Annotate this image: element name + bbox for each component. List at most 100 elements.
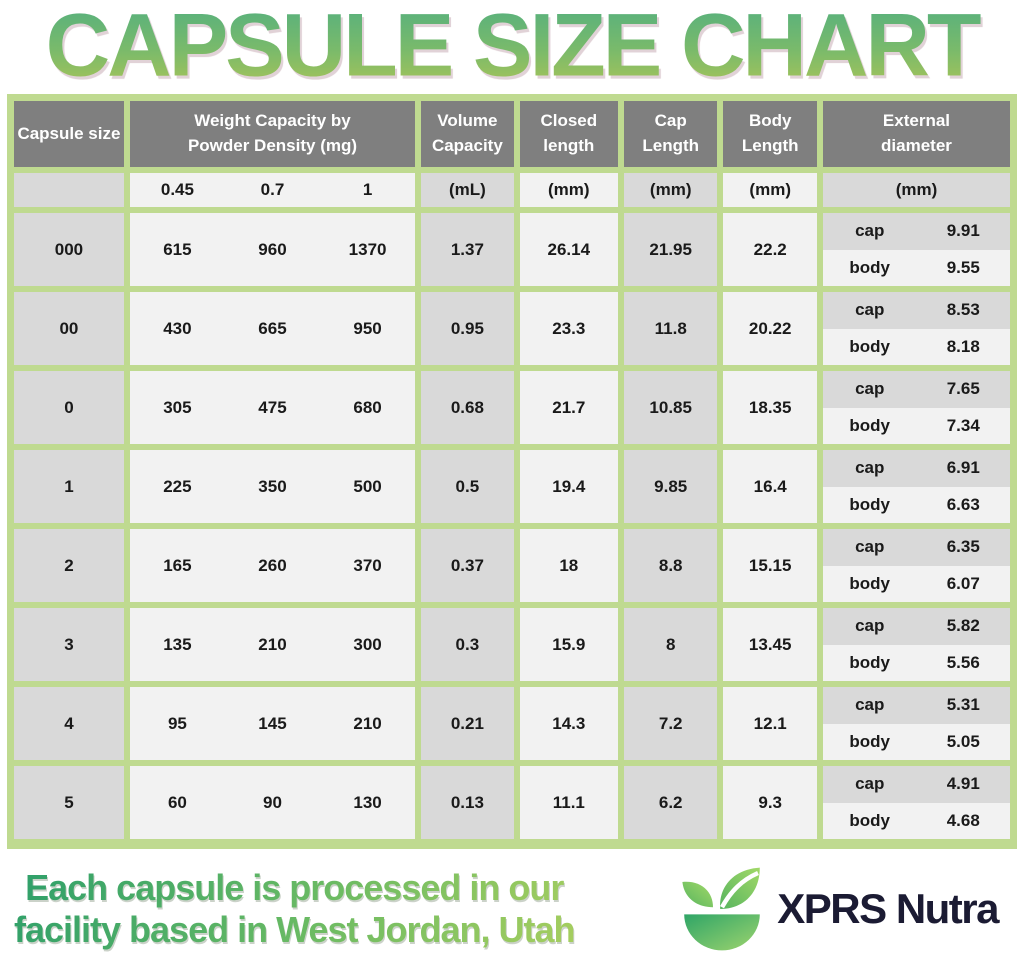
external-diameter-cell: cap 4.91 body 4.68 xyxy=(822,766,1010,839)
units-density-cell: 0.45 0.7 1 xyxy=(129,173,416,207)
body-diameter: 5.05 xyxy=(946,731,980,751)
closed-length-cell: 26.14 xyxy=(519,213,618,286)
brand-name: XPRS Nutra xyxy=(777,885,999,932)
weight-value: 225 xyxy=(163,476,192,496)
weight-capacity-cell: 135 210 300 xyxy=(129,608,416,681)
body-label: body xyxy=(849,652,891,672)
external-cap-row: cap 5.31 xyxy=(822,687,1010,724)
external-cap-row: cap 6.91 xyxy=(822,450,1010,487)
table-row: 000 615 960 1370 1.37 26.14 21.95 22.2 c… xyxy=(14,213,1010,286)
page-title: CAPSULE SIZE CHART xyxy=(0,0,1024,95)
body-diameter: 4.68 xyxy=(946,810,980,830)
table-row: 3 135 210 300 0.3 15.9 8 13.45 cap 5.82 … xyxy=(14,608,1010,681)
table-row: 4 95 145 210 0.21 14.3 7.2 12.1 cap 5.31… xyxy=(14,687,1010,760)
capsule-size-cell: 2 xyxy=(14,529,124,602)
external-body-row: body 6.63 xyxy=(822,486,1010,523)
weight-value: 370 xyxy=(353,555,382,575)
cap-diameter: 8.53 xyxy=(946,300,980,320)
body-diameter: 6.07 xyxy=(946,573,980,593)
volume-capacity-cell: 0.95 xyxy=(421,292,514,365)
weight-value: 210 xyxy=(258,634,287,654)
units-empty-cell xyxy=(14,173,124,207)
header-external-diameter: External diameter xyxy=(822,101,1010,167)
cap-label: cap xyxy=(855,300,885,320)
cap-label: cap xyxy=(855,695,885,715)
body-diameter: 9.55 xyxy=(946,257,980,277)
cap-length-cell: 9.85 xyxy=(623,450,718,523)
capsule-size-cell: 5 xyxy=(14,766,124,839)
weight-value: 1370 xyxy=(348,239,387,259)
weight-value: 95 xyxy=(167,713,187,733)
external-body-row: body 5.56 xyxy=(822,644,1010,681)
external-cap-row: cap 5.82 xyxy=(822,608,1010,645)
brand-logo: XPRS Nutra xyxy=(677,865,999,953)
footer-note: Each capsule is processed in our facilit… xyxy=(14,867,574,952)
header-capsule-size: Capsule size xyxy=(14,101,124,167)
cap-label: cap xyxy=(855,616,885,636)
table-row: 00 430 665 950 0.95 23.3 11.8 20.22 cap … xyxy=(14,292,1010,365)
weight-value: 300 xyxy=(353,634,382,654)
cap-length-cell: 8 xyxy=(623,608,718,681)
cap-label: cap xyxy=(855,221,885,241)
weight-capacity-cell: 430 665 950 xyxy=(129,292,416,365)
body-length-cell: 13.45 xyxy=(723,608,817,681)
capsule-size-table: Capsule size Weight Capacity by Powder D… xyxy=(8,95,1016,845)
body-length-cell: 12.1 xyxy=(723,687,817,760)
header-row: Capsule size Weight Capacity by Powder D… xyxy=(14,101,1010,167)
weight-value: 165 xyxy=(163,555,192,575)
header-body-length: Body Length xyxy=(723,101,817,167)
external-body-row: body 9.55 xyxy=(822,249,1010,286)
leaf-bowl-icon xyxy=(682,867,761,951)
weight-value: 60 xyxy=(167,792,187,812)
weight-capacity-cell: 305 475 680 xyxy=(129,371,416,444)
volume-capacity-cell: 0.13 xyxy=(421,766,514,839)
header-cap-length: Cap Length xyxy=(623,101,718,167)
volume-capacity-cell: 0.37 xyxy=(421,529,514,602)
body-label: body xyxy=(849,336,891,356)
body-label: body xyxy=(849,573,891,593)
cap-length-cell: 21.95 xyxy=(623,213,718,286)
external-cap-row: cap 8.53 xyxy=(822,292,1010,329)
table-row: 2 165 260 370 0.37 18 8.8 15.15 cap 6.35… xyxy=(14,529,1010,602)
body-length-cell: 20.22 xyxy=(723,292,817,365)
cap-length-cell: 6.2 xyxy=(623,766,718,839)
weight-capacity-cell: 225 350 500 xyxy=(129,450,416,523)
table-row: 1 225 350 500 0.5 19.4 9.85 16.4 cap 6.9… xyxy=(14,450,1010,523)
capsule-size-cell: 0 xyxy=(14,371,124,444)
header-weight-line2: Powder Density (mg) xyxy=(187,136,358,155)
external-diameter-cell: cap 6.35 body 6.07 xyxy=(822,529,1010,602)
body-diameter: 6.63 xyxy=(946,494,980,514)
units-closed-cell: (mm) xyxy=(519,173,618,207)
body-label: body xyxy=(849,810,891,830)
header-weight-line1: Weight Capacity by xyxy=(194,111,351,131)
density-value: 1 xyxy=(362,180,373,199)
body-label: body xyxy=(849,731,891,751)
table-row: 5 60 90 130 0.13 11.1 6.2 9.3 cap 4.91 b… xyxy=(14,766,1010,839)
cap-label: cap xyxy=(855,774,885,794)
units-external-cell: (mm) xyxy=(822,173,1010,207)
closed-length-cell: 11.1 xyxy=(519,766,618,839)
capsule-size-cell: 000 xyxy=(14,213,124,286)
body-length-cell: 9.3 xyxy=(723,766,817,839)
weight-value: 960 xyxy=(258,239,287,259)
closed-length-cell: 19.4 xyxy=(519,450,618,523)
header-volume-capacity: Volume Capacity xyxy=(421,101,514,167)
closed-length-cell: 18 xyxy=(519,529,618,602)
closed-length-cell: 23.3 xyxy=(519,292,618,365)
cap-diameter: 4.91 xyxy=(946,774,980,794)
external-diameter-cell: cap 6.91 body 6.63 xyxy=(822,450,1010,523)
weight-capacity-cell: 615 960 1370 xyxy=(129,213,416,286)
weight-capacity-cell: 165 260 370 xyxy=(129,529,416,602)
volume-capacity-cell: 0.3 xyxy=(421,608,514,681)
density-value: 0.45 xyxy=(160,180,194,199)
external-diameter-cell: cap 7.65 body 7.34 xyxy=(822,371,1010,444)
weight-value: 305 xyxy=(163,397,192,417)
external-diameter-cell: cap 5.31 body 5.05 xyxy=(822,687,1010,760)
weight-value: 430 xyxy=(163,318,192,338)
cap-label: cap xyxy=(855,537,885,557)
body-length-cell: 18.35 xyxy=(723,371,817,444)
capsule-size-cell: 1 xyxy=(14,450,124,523)
weight-value: 665 xyxy=(258,318,287,338)
body-diameter: 5.56 xyxy=(946,652,980,672)
external-diameter-cell: cap 9.91 body 9.55 xyxy=(822,213,1010,286)
